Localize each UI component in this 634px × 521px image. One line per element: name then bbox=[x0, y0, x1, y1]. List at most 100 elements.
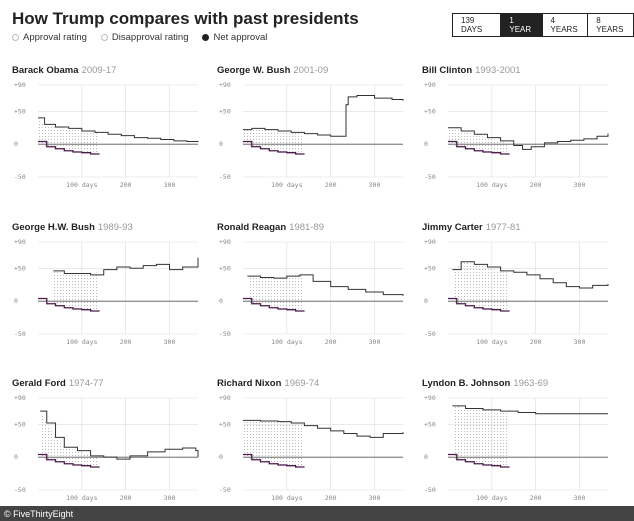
chart-title: George W. Bush 2001-09 bbox=[217, 65, 328, 76]
trump-net-approval-line bbox=[243, 140, 305, 155]
y-tick-label: +90 bbox=[219, 81, 231, 89]
x-tick-label: 100 days bbox=[476, 338, 507, 346]
y-tick-label: +50 bbox=[424, 420, 436, 428]
tab-8-years[interactable]: 8 YEARS bbox=[587, 14, 634, 36]
net-approval-chart: +90 +50 0 -50 100 days 200 300 bbox=[219, 81, 404, 189]
trump-net-approval-line bbox=[243, 297, 305, 312]
x-tick-label: 200 bbox=[120, 494, 132, 502]
y-tick-label: 0 bbox=[14, 297, 18, 305]
president-years: 1969-74 bbox=[284, 378, 320, 389]
president-name: Gerald Ford bbox=[12, 378, 66, 389]
time-range-tabs: 139 DAYS 1 YEAR 4 YEARS 8 YEARS bbox=[452, 13, 634, 37]
disapproval-radio-icon bbox=[100, 34, 108, 41]
legend-approval[interactable]: Approval rating bbox=[12, 32, 87, 43]
trump-net-approval-line bbox=[243, 453, 305, 468]
president-name: Richard Nixon bbox=[217, 378, 282, 389]
chart-title: Bill Clinton 1993-2001 bbox=[422, 65, 521, 76]
chart-panel: George W. Bush 2001-09 +90 +50 0 -50 100 days 2… bbox=[217, 65, 407, 195]
x-tick-label: 300 bbox=[164, 494, 176, 502]
president-name: Bill Clinton bbox=[422, 65, 473, 76]
x-tick-label: 100 days bbox=[271, 494, 302, 502]
x-tick-label: 100 days bbox=[271, 338, 302, 346]
chart-panel: Richard Nixon 1969-74 +90 +50 0 -50 100 days 20… bbox=[217, 378, 407, 508]
chart-panel: George H.W. Bush 1989-93 +90 +50 0 -50 100 day… bbox=[12, 222, 202, 352]
difference-area bbox=[453, 406, 509, 468]
legend-disapproval-label: Disapproval rating bbox=[111, 32, 189, 43]
net-approval-chart: +90 +50 0 -50 100 days 200 300 bbox=[14, 81, 199, 189]
x-tick-label: 300 bbox=[574, 181, 586, 189]
y-tick-label: +50 bbox=[424, 264, 436, 272]
net-approval-chart: +90 +50 0 -50 100 days 200 300 bbox=[424, 238, 609, 346]
chart-panel: Bill Clinton 1993-2001 +90 +50 0 -50 100 days 2… bbox=[422, 65, 612, 195]
difference-area bbox=[243, 420, 304, 468]
difference-area bbox=[40, 411, 99, 468]
difference-area bbox=[248, 274, 304, 312]
trump-net-approval-line bbox=[38, 140, 100, 155]
net-approval-chart: +90 +50 0 -50 100 days 200 300 bbox=[14, 394, 199, 502]
y-tick-label: -50 bbox=[424, 330, 436, 338]
legend-net-label: Net approval bbox=[213, 32, 268, 43]
y-tick-label: +90 bbox=[424, 238, 436, 246]
x-tick-label: 300 bbox=[369, 181, 381, 189]
x-tick-label: 100 days bbox=[476, 181, 507, 189]
y-tick-label: +50 bbox=[14, 420, 26, 428]
x-tick-label: 100 days bbox=[66, 338, 97, 346]
x-tick-label: 200 bbox=[120, 338, 132, 346]
x-tick-label: 300 bbox=[164, 338, 176, 346]
y-tick-label: -50 bbox=[219, 173, 231, 181]
y-tick-label: +90 bbox=[14, 81, 26, 89]
president-years: 1963-69 bbox=[513, 378, 549, 389]
president-name: George H.W. Bush bbox=[12, 222, 95, 233]
president-net-approval-line bbox=[448, 127, 609, 150]
chart-panel: Ronald Reagan 1981-89 +90 +50 0 -50 100 days 20… bbox=[217, 222, 407, 352]
x-tick-label: 200 bbox=[530, 338, 542, 346]
difference-area bbox=[243, 128, 304, 155]
y-tick-label: 0 bbox=[219, 140, 223, 148]
x-tick-label: 200 bbox=[325, 338, 337, 346]
trump-net-approval-line bbox=[38, 453, 100, 468]
president-years: 1981-89 bbox=[289, 222, 325, 233]
y-tick-label: +50 bbox=[219, 420, 231, 428]
chart-title: Richard Nixon 1969-74 bbox=[217, 378, 319, 389]
tab-1-year[interactable]: 1 YEAR bbox=[500, 14, 542, 36]
president-years: 1974-77 bbox=[68, 378, 104, 389]
difference-area bbox=[38, 117, 99, 155]
tab-4-years[interactable]: 4 YEARS bbox=[541, 14, 588, 36]
tab-139-days[interactable]: 139 DAYS bbox=[453, 14, 501, 36]
footer-credit: © FiveThirtyEight bbox=[4, 508, 74, 519]
net-approval-chart: +90 +50 0 -50 100 days 200 300 bbox=[219, 238, 404, 346]
y-tick-label: 0 bbox=[219, 297, 223, 305]
y-tick-label: 0 bbox=[219, 453, 223, 461]
president-years: 1977-81 bbox=[485, 222, 521, 233]
y-tick-label: 0 bbox=[14, 140, 18, 148]
president-net-approval-line bbox=[452, 261, 609, 289]
difference-area bbox=[448, 127, 509, 155]
legend-disapproval[interactable]: Disapproval rating bbox=[100, 32, 189, 43]
y-tick-label: +90 bbox=[424, 394, 436, 402]
net-approval-chart: +90 +50 0 -50 100 days 200 300 bbox=[424, 394, 608, 502]
x-tick-label: 300 bbox=[369, 494, 381, 502]
net-approval-chart: +90 +50 0 -50 100 days 200 300 bbox=[14, 238, 199, 346]
x-tick-label: 300 bbox=[574, 338, 586, 346]
president-years: 1989-93 bbox=[97, 222, 133, 233]
y-tick-label: +50 bbox=[14, 264, 26, 272]
x-tick-label: 100 days bbox=[66, 494, 97, 502]
chart-title: George H.W. Bush 1989-93 bbox=[12, 222, 133, 233]
x-tick-label: 200 bbox=[530, 181, 542, 189]
y-tick-label: -50 bbox=[219, 330, 231, 338]
y-tick-label: +50 bbox=[424, 107, 436, 115]
x-tick-label: 300 bbox=[369, 338, 381, 346]
president-years: 1993-2001 bbox=[475, 65, 521, 76]
x-tick-label: 200 bbox=[325, 494, 337, 502]
y-tick-label: 0 bbox=[14, 453, 18, 461]
chart-title: Ronald Reagan 1981-89 bbox=[217, 222, 324, 233]
y-tick-label: +90 bbox=[424, 81, 436, 89]
chart-panel: Barack Obama 2009-17 +90 +50 0 -50 100 days 200… bbox=[12, 65, 202, 195]
president-years: 2009-17 bbox=[81, 65, 117, 76]
president-name: Barack Obama bbox=[12, 65, 79, 76]
president-net-approval-line bbox=[452, 405, 608, 415]
x-tick-label: 100 days bbox=[271, 181, 302, 189]
legend-net[interactable]: Net approval bbox=[202, 32, 267, 43]
y-tick-label: 0 bbox=[424, 453, 428, 461]
y-tick-label: +90 bbox=[14, 238, 26, 246]
